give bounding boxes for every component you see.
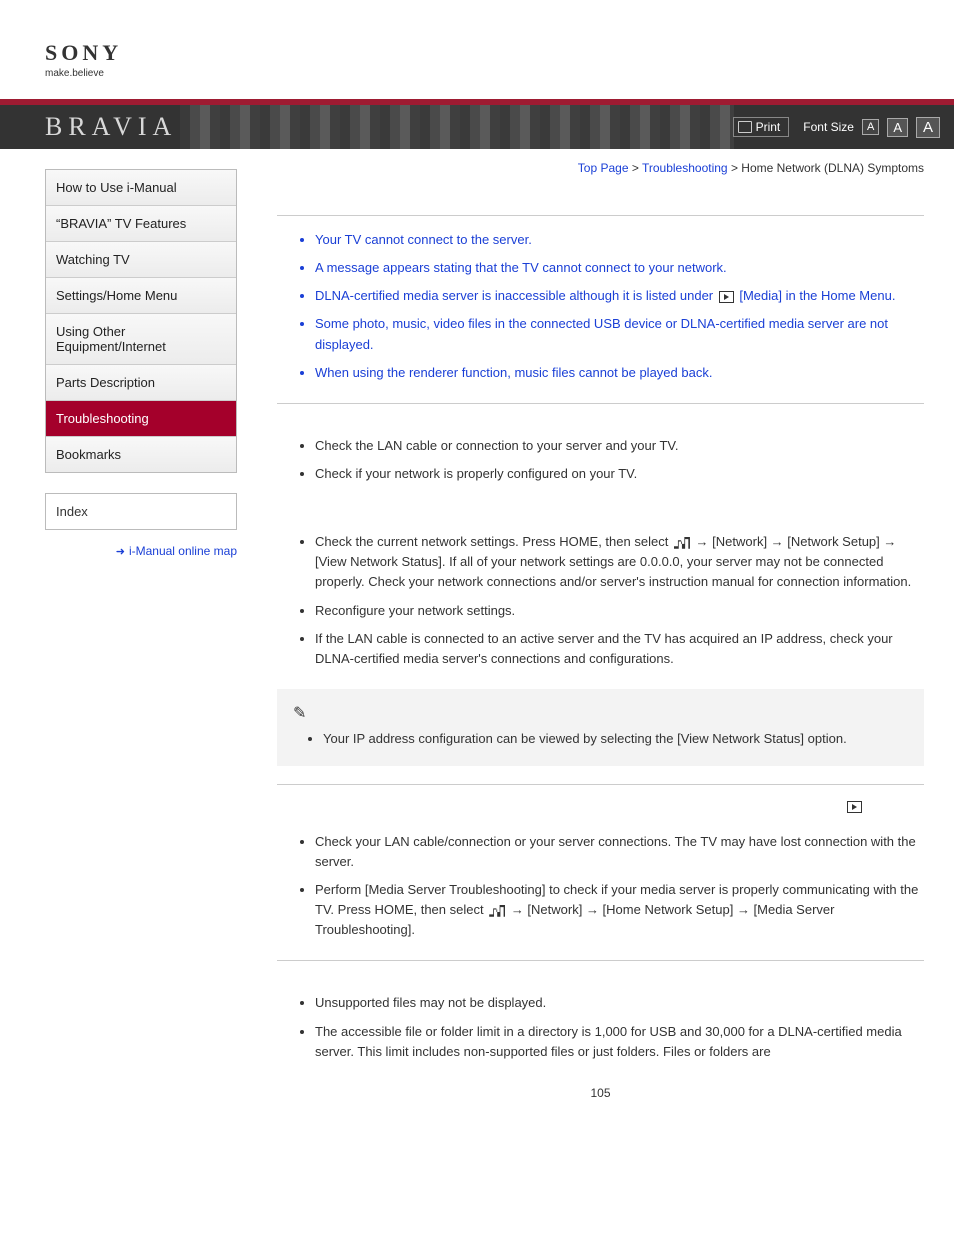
banner-stripes xyxy=(180,105,734,149)
breadcrumb: Top Page > Troubleshooting > Home Networ… xyxy=(277,161,924,175)
bullet: Check the LAN cable or connection to you… xyxy=(315,436,924,456)
banner: BRAVIA Print Font Size A A A xyxy=(0,105,954,149)
symptom-link-1[interactable]: Your TV cannot connect to the server. xyxy=(315,232,532,247)
logo-block: SONY make.believe xyxy=(0,0,954,99)
bullet: Reconfigure your network settings. xyxy=(315,601,924,621)
nav-how-to-use[interactable]: How to Use i-Manual xyxy=(46,170,236,206)
bullet: The accessible file or folder limit in a… xyxy=(315,1022,924,1062)
font-size-label: Font Size xyxy=(803,120,854,134)
symptom-link-2[interactable]: A message appears stating that the TV ca… xyxy=(315,260,727,275)
sidebar: How to Use i-Manual “BRAVIA” TV Features… xyxy=(45,161,237,1112)
page-number: 105 xyxy=(277,1086,924,1100)
print-label: Print xyxy=(756,120,781,134)
brand-tagline: make.believe xyxy=(45,68,954,79)
divider xyxy=(277,784,924,785)
nav-troubleshooting[interactable]: Troubleshooting xyxy=(46,401,236,437)
note-text: Your IP address configuration can be vie… xyxy=(323,729,908,750)
answer-section-3: Check your LAN cable/connection or your … xyxy=(277,832,924,941)
symptom-link-3[interactable]: DLNA-certified media server is inaccessi… xyxy=(315,288,895,303)
breadcrumb-top[interactable]: Top Page xyxy=(578,161,629,175)
sidebar-nav: How to Use i-Manual “BRAVIA” TV Features… xyxy=(45,169,237,473)
bullet: Check if your network is properly config… xyxy=(315,464,924,484)
divider xyxy=(277,215,924,216)
nav-watching-tv[interactable]: Watching TV xyxy=(46,242,236,278)
symptom-links: Your TV cannot connect to the server. A … xyxy=(277,230,924,383)
bullet: Perform [Media Server Troubleshooting] t… xyxy=(315,880,924,940)
product-brand: BRAVIA xyxy=(45,112,177,142)
nav-parts[interactable]: Parts Description xyxy=(46,365,236,401)
print-button[interactable]: Print xyxy=(733,117,790,137)
bullet: Unsupported files may not be displayed. xyxy=(315,993,924,1013)
font-size-small[interactable]: A xyxy=(862,119,879,135)
nav-index[interactable]: Index xyxy=(45,493,237,530)
brand-logo: SONY xyxy=(45,40,954,66)
bullet: If the LAN cable is connected to an acti… xyxy=(315,629,924,669)
settings-icon xyxy=(489,905,505,917)
main-content: Top Page > Troubleshooting > Home Networ… xyxy=(277,161,924,1112)
symptom-link-5[interactable]: When using the renderer function, music … xyxy=(315,365,712,380)
font-size-medium[interactable]: A xyxy=(887,118,908,137)
bullet: Check the current network settings. Pres… xyxy=(315,532,924,592)
answer-section-1: Check the LAN cable or connection to you… xyxy=(277,436,924,484)
symptom-link-4[interactable]: Some photo, music, video files in the co… xyxy=(315,316,888,351)
divider xyxy=(277,960,924,961)
breadcrumb-category[interactable]: Troubleshooting xyxy=(642,161,728,175)
nav-other-equipment[interactable]: Using Other Equipment/Internet xyxy=(46,314,236,365)
nav-settings[interactable]: Settings/Home Menu xyxy=(46,278,236,314)
breadcrumb-current: Home Network (DLNA) Symptoms xyxy=(741,161,924,175)
print-icon xyxy=(738,121,752,133)
font-size-large[interactable]: A xyxy=(916,117,940,138)
imanual-map-link[interactable]: i-Manual online map xyxy=(45,544,237,558)
media-icon xyxy=(719,291,734,303)
answer-section-4: Unsupported files may not be displayed. … xyxy=(277,993,924,1061)
answer-section-2: Check the current network settings. Pres… xyxy=(277,532,924,669)
media-icon xyxy=(847,801,862,813)
note-box: ✎ Your IP address configuration can be v… xyxy=(277,689,924,766)
settings-icon xyxy=(674,537,690,549)
divider xyxy=(277,403,924,404)
nav-bravia-features[interactable]: “BRAVIA” TV Features xyxy=(46,206,236,242)
nav-bookmarks[interactable]: Bookmarks xyxy=(46,437,236,472)
bullet: Check your LAN cable/connection or your … xyxy=(315,832,924,872)
note-icon: ✎ xyxy=(293,703,908,723)
